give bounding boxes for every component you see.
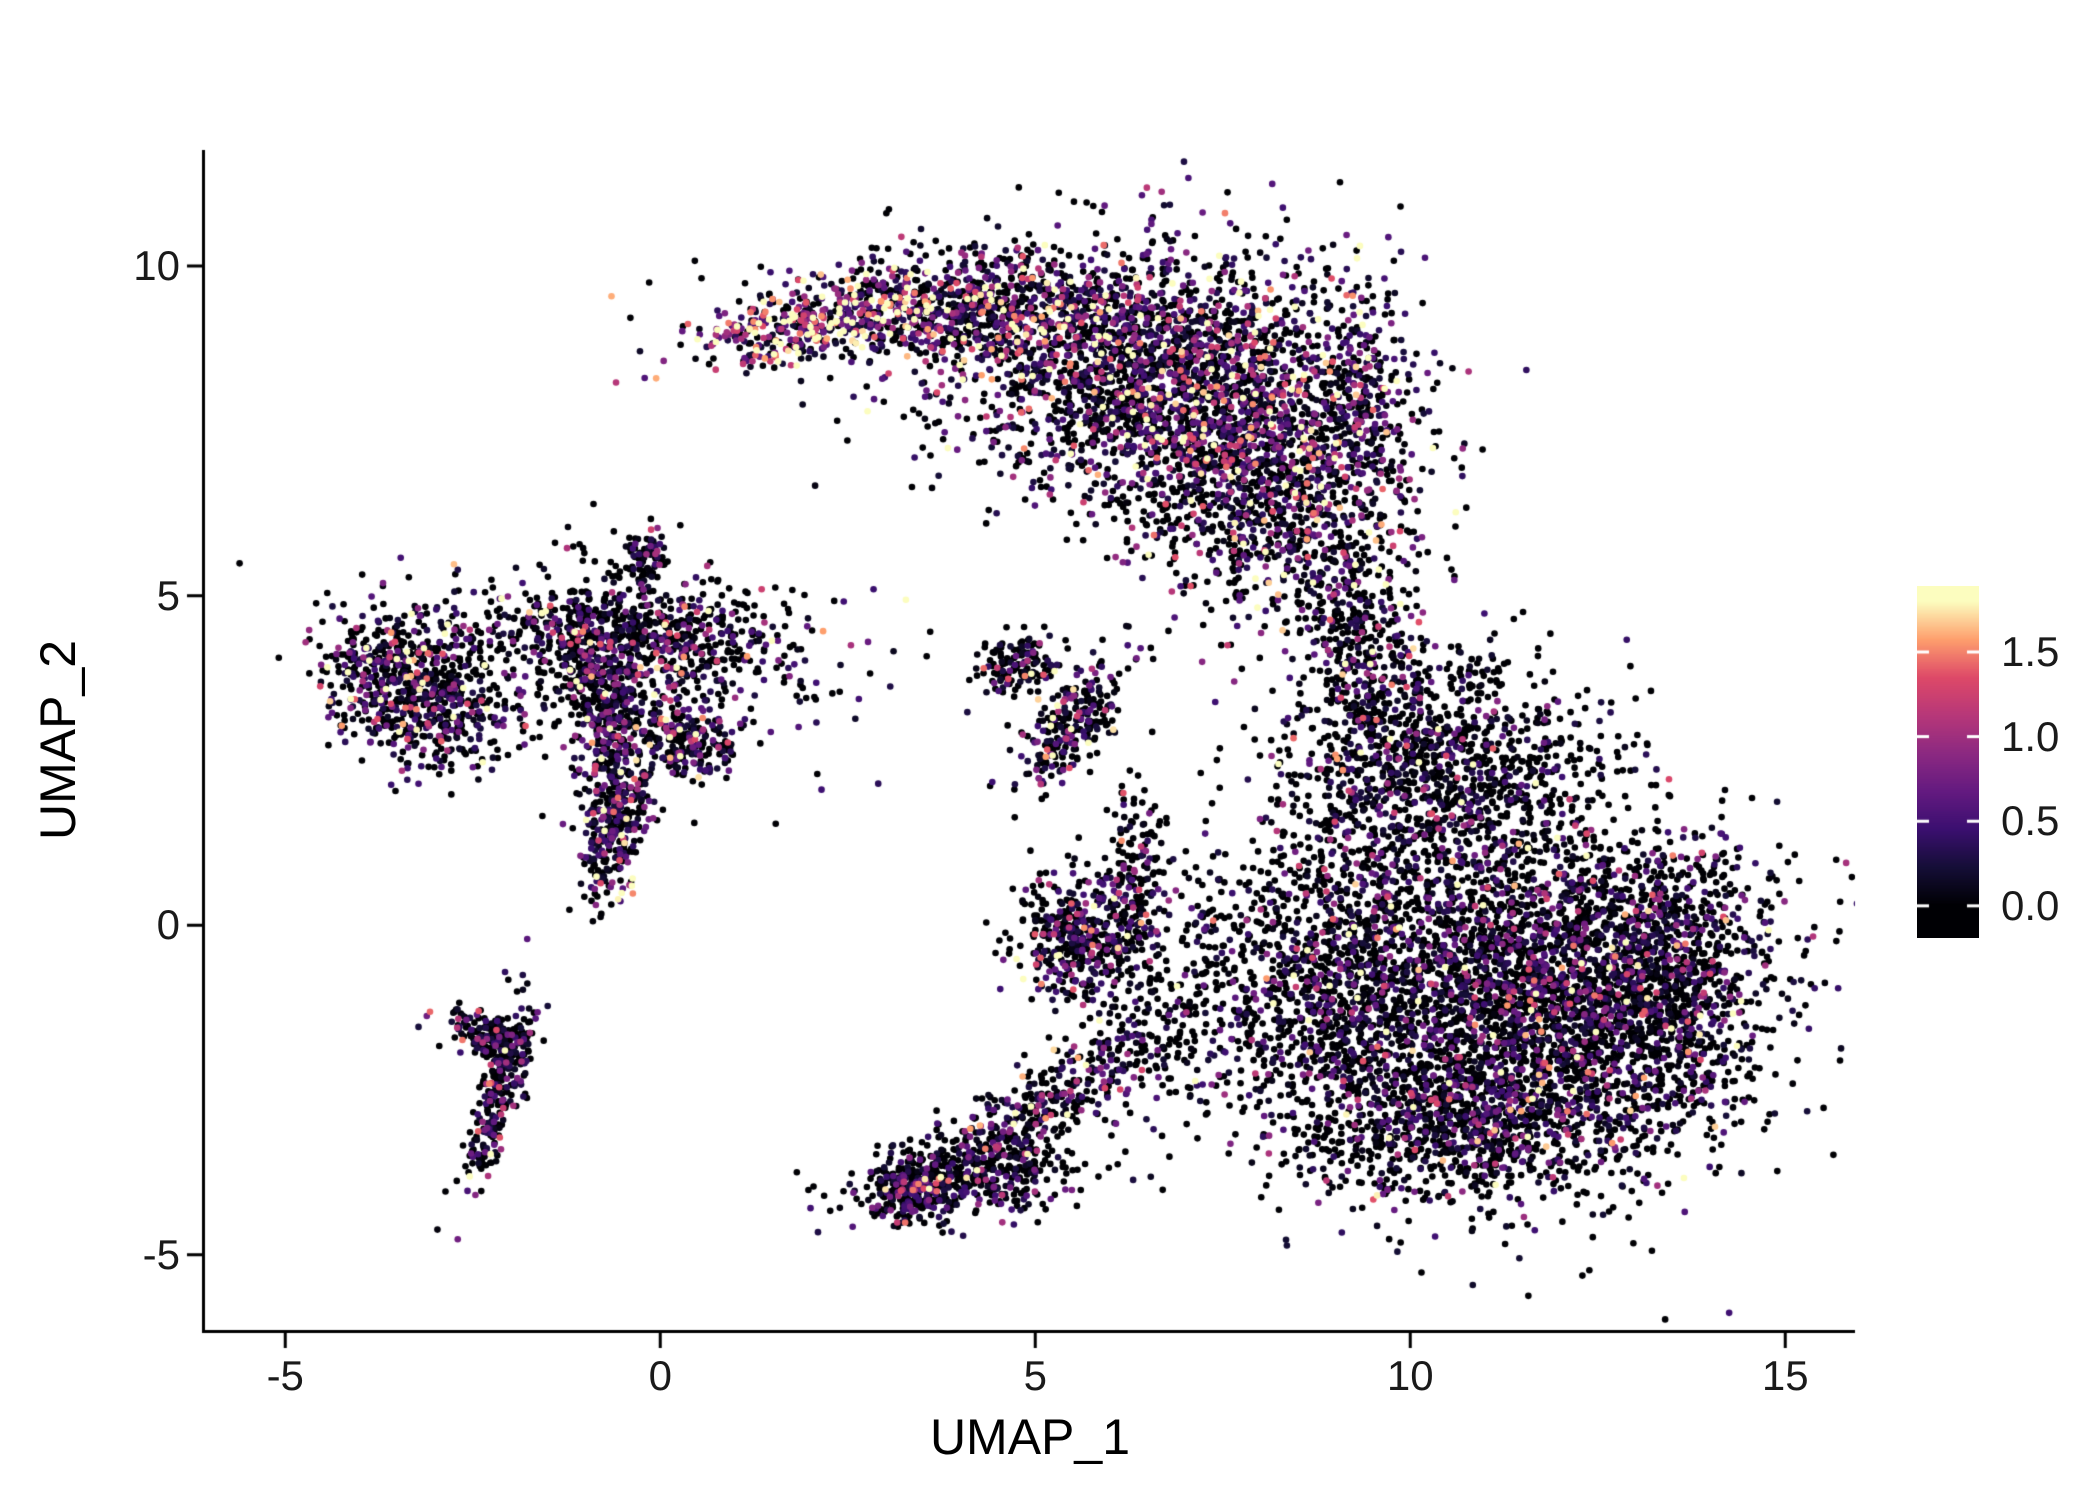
y-tick-label: 10 [133, 242, 180, 290]
y-axis-title: UMAP_2 [30, 639, 86, 841]
x-tick-label: 5 [1023, 1352, 1047, 1399]
colorbar-tick-label: 1.5 [2001, 628, 2060, 675]
x-tick-label: 15 [1761, 1352, 1809, 1399]
x-tick-label: 0 [648, 1352, 672, 1399]
colorbar-tick-label: 0.0 [2001, 881, 2060, 929]
y-tick-label: 5 [156, 571, 180, 619]
y-tick-label: -5 [142, 1230, 180, 1278]
x-tick-label: -5 [266, 1352, 304, 1399]
y-tick-label: 0 [156, 901, 180, 949]
x-axis-title: UMAP_1 [929, 1409, 1131, 1465]
x-tick-label: 10 [1386, 1352, 1434, 1399]
colorbar-tick-label: 1.0 [2001, 712, 2060, 760]
colorbar-tick-label: 0.5 [2001, 797, 2060, 845]
colorbar-gradient [1917, 586, 1979, 938]
